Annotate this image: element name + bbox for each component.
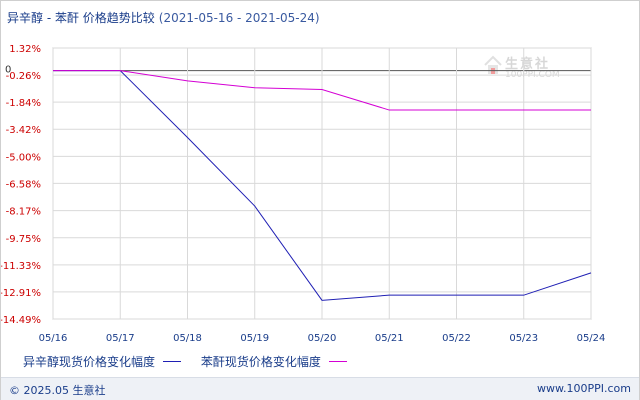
y-tick-label: -11.33% <box>1 261 41 272</box>
y-tick-label: 1.32% <box>9 44 41 55</box>
x-tick-label: 05/24 <box>577 333 606 344</box>
y-tick-label: -3.42% <box>6 125 41 136</box>
legend-item-series-1: 异辛醇现货价格变化幅度 <box>23 353 182 370</box>
legend: 异辛醇现货价格变化幅度 苯酐现货价格变化幅度 <box>23 353 363 370</box>
series-lines <box>53 70 592 301</box>
y-tick-label: -6.58% <box>6 179 41 190</box>
legend-item-series-2: 苯酐现货价格变化幅度 <box>201 353 347 370</box>
date-range: (2021-05-16 - 2021-05-24) <box>158 11 320 25</box>
legend-label-series-2: 苯酐现货价格变化幅度 <box>200 355 321 369</box>
footer-link[interactable]: www.100PPI.com <box>537 382 631 395</box>
y-tick-label: -8.17% <box>6 207 41 218</box>
legend-swatch-series-2 <box>328 361 347 362</box>
chart-plot: 1.32% -0.26% -1.84% -3.42% -5.00% -6.58% -8.17… <box>1 44 605 344</box>
watermark-brand: 生意社 <box>505 57 551 72</box>
y-tick-label: -0.26% <box>6 71 41 82</box>
axes: 1.32% -0.26% -1.84% -3.42% -5.00% -6.58% -8.17… <box>1 44 605 344</box>
series-line-1 <box>53 70 592 301</box>
footer: © 2025.05 生意社 www.100PPI.com <box>1 377 639 400</box>
x-tick-label: 05/19 <box>240 333 269 344</box>
chart-title: 异辛醇 - 苯酐 价格趋势比较 (2021-05-16 - 2021-05-24) <box>7 9 320 26</box>
x-tick-label: 05/16 <box>39 333 68 344</box>
zero-label: 0 <box>5 65 11 76</box>
x-tick-label: 05/22 <box>442 333 471 344</box>
grid <box>52 47 592 320</box>
x-tick-label: 05/17 <box>106 333 135 344</box>
title-text: 异辛醇 - 苯酐 价格趋势比较 <box>7 11 155 25</box>
x-tick-label: 05/23 <box>509 333 538 344</box>
y-tick-label: -5.00% <box>6 152 41 163</box>
series-line-2 <box>53 70 591 111</box>
legend-swatch-series-1 <box>163 361 182 362</box>
x-tick-label: 05/18 <box>173 333 202 344</box>
y-tick-label: -1.84% <box>6 98 41 109</box>
copyright-text: © 2025.05 生意社 <box>9 384 106 397</box>
y-tick-label: -9.75% <box>6 234 41 245</box>
x-tick-label: 05/20 <box>308 333 337 344</box>
y-tick-label: -12.91% <box>1 288 41 299</box>
y-tick-label: -14.49% <box>1 315 41 326</box>
legend-label-series-1: 异辛醇现货价格变化幅度 <box>23 355 156 369</box>
x-tick-label: 05/21 <box>375 333 404 344</box>
